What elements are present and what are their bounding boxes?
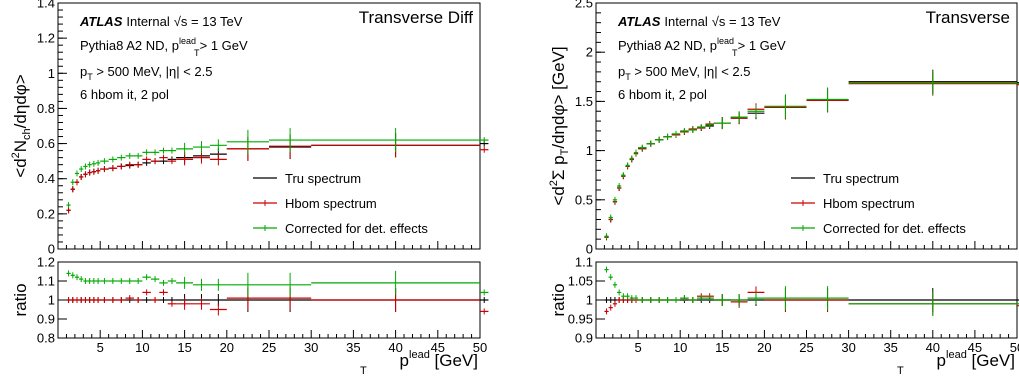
ratio-series-2 (66, 270, 489, 297)
x-axis-label-subscript: T (897, 365, 904, 377)
x-tick-label: 15 (177, 340, 191, 355)
legend-label: Tru spectrum (285, 171, 361, 186)
x-tick-label: 30 (304, 340, 318, 355)
main-series-2 (604, 70, 1019, 240)
main-series-2 (66, 128, 489, 209)
x-tick-label: 50 (473, 340, 487, 355)
x-tick-label: 35 (346, 340, 360, 355)
ratio-y-axis-label: ratio (11, 283, 30, 316)
main-y-tick-label: 1.2 (37, 31, 55, 46)
atlas-label: ATLAS Internal √s = 13 TeV (617, 14, 781, 29)
generator-subscript: T (732, 48, 738, 58)
ratio-y-tick-label: 1 (586, 293, 593, 308)
x-tick-label: 15 (715, 340, 729, 355)
main-y-tick-label: 1.5 (575, 94, 593, 109)
ratio-series-1 (604, 286, 1019, 316)
panel-title: Transverse (926, 8, 1010, 27)
ratio-y-tick-label: 1.1 (575, 255, 593, 270)
x-tick-label: 25 (799, 340, 813, 355)
x-axis-label: plead [GeV] (937, 349, 1015, 370)
x-tick-label: 20 (757, 340, 771, 355)
main-y-tick-label: 0.6 (37, 136, 55, 151)
x-axis-label: plead [GeV] (400, 349, 478, 370)
x-tick-label: 45 (431, 340, 445, 355)
unfold-label: 6 hbom it, 2 pol (80, 87, 169, 102)
legend-entry: Tru spectrum (253, 171, 361, 186)
x-axis-label-subscript: T (360, 365, 367, 377)
panel-title: Transverse Diff (359, 8, 474, 27)
main-y-axis-label: <d2Nch/dηdφ> (10, 74, 33, 178)
x-tick-label: 40 (926, 340, 940, 355)
legend-label: Corrected for det. effects (285, 221, 428, 236)
generator-subscript: T (194, 48, 200, 58)
legend-label: Tru spectrum (823, 171, 899, 186)
main-y-tick-label: 0.5 (575, 192, 593, 207)
main-y-tick-label: 0.4 (37, 171, 55, 186)
legend-entry: Tru spectrum (791, 171, 899, 186)
ratio-y-tick-label: 0.9 (575, 331, 593, 346)
legend-label: Hbom spectrum (823, 196, 915, 211)
main-series-1 (66, 133, 489, 214)
legend-entry: Corrected for det. effects (253, 221, 428, 236)
ratio-y-tick-label: 1 (48, 293, 55, 308)
x-tick-label: 10 (673, 340, 687, 355)
x-tick-label: 45 (968, 340, 982, 355)
legend-entry: Hbom spectrum (791, 196, 915, 211)
main-y-tick-label: 1 (586, 143, 593, 158)
chart-panel-left: 5 10 15 20 25 30 35 40 45 50 0 0.2 0.4 0.6 0.8 1 1.2 1.4 0… (10, 0, 489, 377)
legend-entry: Hbom spectrum (253, 196, 377, 211)
main-y-tick-label: 0.8 (37, 101, 55, 116)
ratio-y-tick-label: 1.1 (37, 274, 55, 289)
ratio-series-2 (604, 266, 1019, 316)
ratio-y-axis-label: ratio (549, 283, 568, 316)
chart-panel-right: 5 10 15 20 25 30 35 40 45 50 0 0.5 1 1.5 2 2.5 0.9 0.95 1 1… (548, 0, 1019, 377)
ratio-y-tick-label: 0.9 (37, 312, 55, 327)
x-tick-label: 20 (220, 340, 234, 355)
main-y-axis-label: <d2Σ pT/dηdφ> [GeV] (548, 46, 571, 205)
x-tick-label: 5 (634, 340, 641, 355)
generator-label: Pythia8 A2 ND, plead > 1 GeV (80, 36, 248, 53)
unfold-label: 6 hbom it, 2 pol (618, 87, 707, 102)
atlas-label: ATLAS Internal √s = 13 TeV (79, 14, 243, 29)
legend-entry: Corrected for det. effects (791, 221, 966, 236)
main-y-tick-label: 0 (586, 242, 593, 257)
main-y-tick-label: 0.2 (37, 206, 55, 221)
ratio-y-tick-label: 1.05 (568, 274, 593, 289)
x-tick-label: 25 (262, 340, 276, 355)
main-y-tick-label: 1.4 (37, 0, 55, 11)
generator-label: Pythia8 A2 ND, plead > 1 GeV (618, 36, 786, 53)
x-tick-label: 5 (97, 340, 104, 355)
ratio-y-tick-label: 0.8 (37, 331, 55, 346)
main-y-tick-label: 1 (48, 66, 55, 81)
x-tick-label: 50 (1010, 340, 1019, 355)
x-tick-label: 35 (883, 340, 897, 355)
cuts-label: pT > 500 MeV, |η| < 2.5 (80, 64, 212, 82)
main-y-tick-label: 2.5 (575, 0, 593, 11)
x-tick-label: 30 (841, 340, 855, 355)
ratio-y-tick-label: 1.2 (37, 255, 55, 270)
legend-label: Corrected for det. effects (823, 221, 966, 236)
cuts-label: pT > 500 MeV, |η| < 2.5 (618, 64, 750, 82)
ratio-y-tick-label: 0.95 (568, 312, 593, 327)
main-y-tick-label: 2 (586, 45, 593, 60)
legend-label: Hbom spectrum (285, 196, 377, 211)
ratio-series-1 (66, 286, 489, 316)
x-tick-label: 10 (135, 340, 149, 355)
main-y-tick-label: 0 (48, 242, 55, 257)
x-tick-label: 40 (388, 340, 402, 355)
